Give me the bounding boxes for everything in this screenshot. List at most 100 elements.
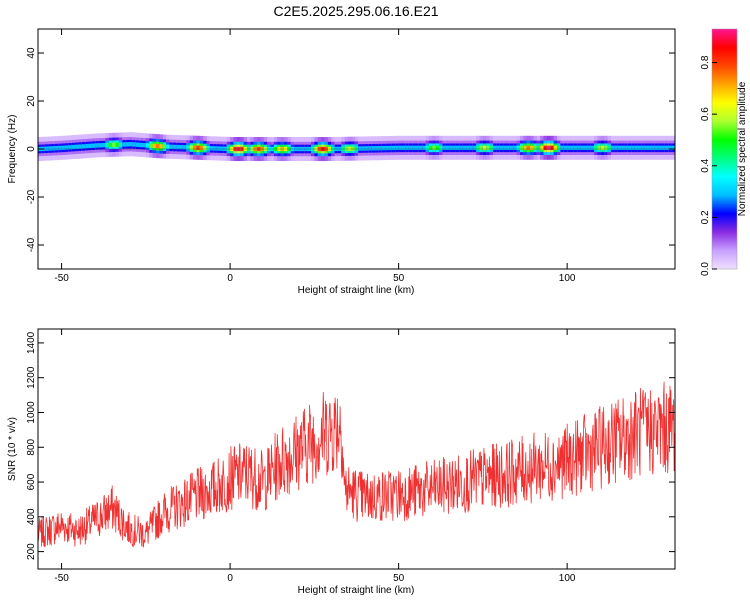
spectrogram-cell <box>621 145 625 150</box>
spectrogram-cell <box>651 145 656 150</box>
spectrogram-cell <box>129 142 133 147</box>
spectrogram-cell <box>71 144 76 150</box>
spectrogram-cell <box>402 145 406 150</box>
spectrogram-cell <box>486 145 491 150</box>
y-tick-label: 600 <box>26 473 37 490</box>
spectrogram-cell <box>503 145 507 150</box>
spectrogram-cell <box>354 146 359 151</box>
spectrogram-cell <box>78 144 83 149</box>
spectrogram-cell <box>108 142 113 148</box>
spectrogram-cell <box>381 145 386 151</box>
spectrogram-cell <box>172 144 177 150</box>
spectrogram-cell <box>348 146 352 151</box>
spectrogram-cell <box>169 144 174 149</box>
spectrogram-cell <box>654 145 659 150</box>
x-tick-label: 100 <box>559 573 576 584</box>
spectrogram-cell <box>570 145 575 150</box>
spectrogram-cell <box>452 145 457 150</box>
x-tick-label: 50 <box>393 273 405 284</box>
spectrogram-cell <box>189 145 194 150</box>
spectrogram-cell <box>48 146 52 151</box>
spectrogram-cell <box>455 145 460 150</box>
spectrogram-cell <box>428 145 433 150</box>
spectrogram-cell <box>368 146 373 151</box>
spectrogram-cell <box>540 145 545 150</box>
colorbar-gradient <box>712 29 737 269</box>
spectrogram-cell <box>145 143 150 148</box>
spectrogram-cell <box>449 145 454 150</box>
spectrogram-cell <box>580 145 585 150</box>
spectrogram-cell <box>199 145 204 151</box>
spectrogram-cell <box>466 145 470 150</box>
spectrogram-cell <box>391 145 396 151</box>
snr-frame <box>37 328 676 570</box>
spectrogram-cell <box>597 145 602 150</box>
spectrogram-cell <box>648 145 652 150</box>
spectrogram-cell <box>54 145 59 151</box>
snr-x-axis-label: Height of straight line (km) <box>298 585 415 596</box>
spectrogram-cell <box>610 145 615 150</box>
spectrogram-cell <box>617 145 622 150</box>
spectrogram-cell <box>594 145 598 150</box>
spectrogram-x-axis-label: Height of straight line (km) <box>298 285 415 296</box>
colorbar-tick-label: 0.4 <box>700 158 711 172</box>
spectrogram-cell <box>439 145 443 150</box>
spectrogram-cell <box>186 145 191 150</box>
x-tick-label: -50 <box>54 573 69 584</box>
spectrogram-cell <box>550 145 555 150</box>
spectrogram-cell <box>375 146 379 151</box>
spectrogram-cell <box>577 145 582 150</box>
spectrogram-cell <box>182 145 187 150</box>
spectrogram-cell <box>58 145 63 151</box>
spectrogram-cell <box>590 145 595 150</box>
spectrogram-cell <box>351 146 356 151</box>
spectrogram-cell <box>496 145 501 150</box>
spectrogram-cell <box>422 145 427 150</box>
y-tick-label: 400 <box>26 508 37 525</box>
colorbar-tick-label: 0.0 <box>700 262 711 276</box>
spectrogram-cell <box>563 145 568 150</box>
spectrogram-axes: -50 0 50 100 -40 -20 0 20 40 <box>26 29 675 284</box>
spectrogram-cell <box>584 145 588 150</box>
spectrogram-cell <box>179 145 184 150</box>
spectrogram-cell <box>489 145 494 150</box>
spectrogram-cell <box>624 145 629 150</box>
spectrogram-cell <box>91 143 96 148</box>
spectrogram-cell <box>493 145 497 150</box>
spectrogram-cell <box>125 142 130 147</box>
spectrogram-cell <box>587 145 592 150</box>
x-tick-label: 0 <box>227 273 233 284</box>
spectrogram-cell <box>85 143 90 149</box>
spectrogram-cell <box>472 145 477 150</box>
spectrogram-cell <box>637 145 642 150</box>
spectrogram-cell <box>513 145 518 150</box>
spectrogram-cell <box>142 143 147 148</box>
spectrogram-cell <box>557 145 561 150</box>
spectrogram-cell <box>64 145 69 150</box>
spectrogram-cell <box>668 145 673 150</box>
spectrogram-cell <box>412 145 416 150</box>
spectrogram-cell <box>162 144 167 149</box>
spectrogram-cell <box>418 145 423 150</box>
spectrogram-cell <box>661 145 666 150</box>
spectrogram-y-axis-label: Frequency (Hz) <box>7 115 18 184</box>
spectrogram-cell <box>166 144 170 149</box>
colorbar: 0.0 0.2 0.4 0.6 0.8 Normalized spectral ampl… <box>700 28 748 276</box>
spectrogram-cell <box>159 144 164 149</box>
spectrogram-cell <box>209 146 214 151</box>
spectrogram-cell <box>641 145 646 150</box>
spectrogram-cell <box>139 142 143 148</box>
spectrogram-cell <box>459 145 464 150</box>
spectrogram-cell <box>631 145 636 150</box>
spectrogram-cell <box>664 145 669 150</box>
spectrogram-cell <box>88 143 93 149</box>
spectrogram-cell <box>44 146 49 151</box>
colorbar-axes: 0.0 0.2 0.4 0.6 0.8 <box>700 28 738 276</box>
spectrogram-cell <box>415 145 420 150</box>
y-tick-label: 1400 <box>26 331 37 354</box>
spectrogram-cell <box>149 143 154 148</box>
spectrogram-cell <box>526 145 531 150</box>
spectrogram-cell <box>506 145 511 150</box>
figure-title: C2E5.2025.295.06.16.E21 <box>273 3 438 19</box>
